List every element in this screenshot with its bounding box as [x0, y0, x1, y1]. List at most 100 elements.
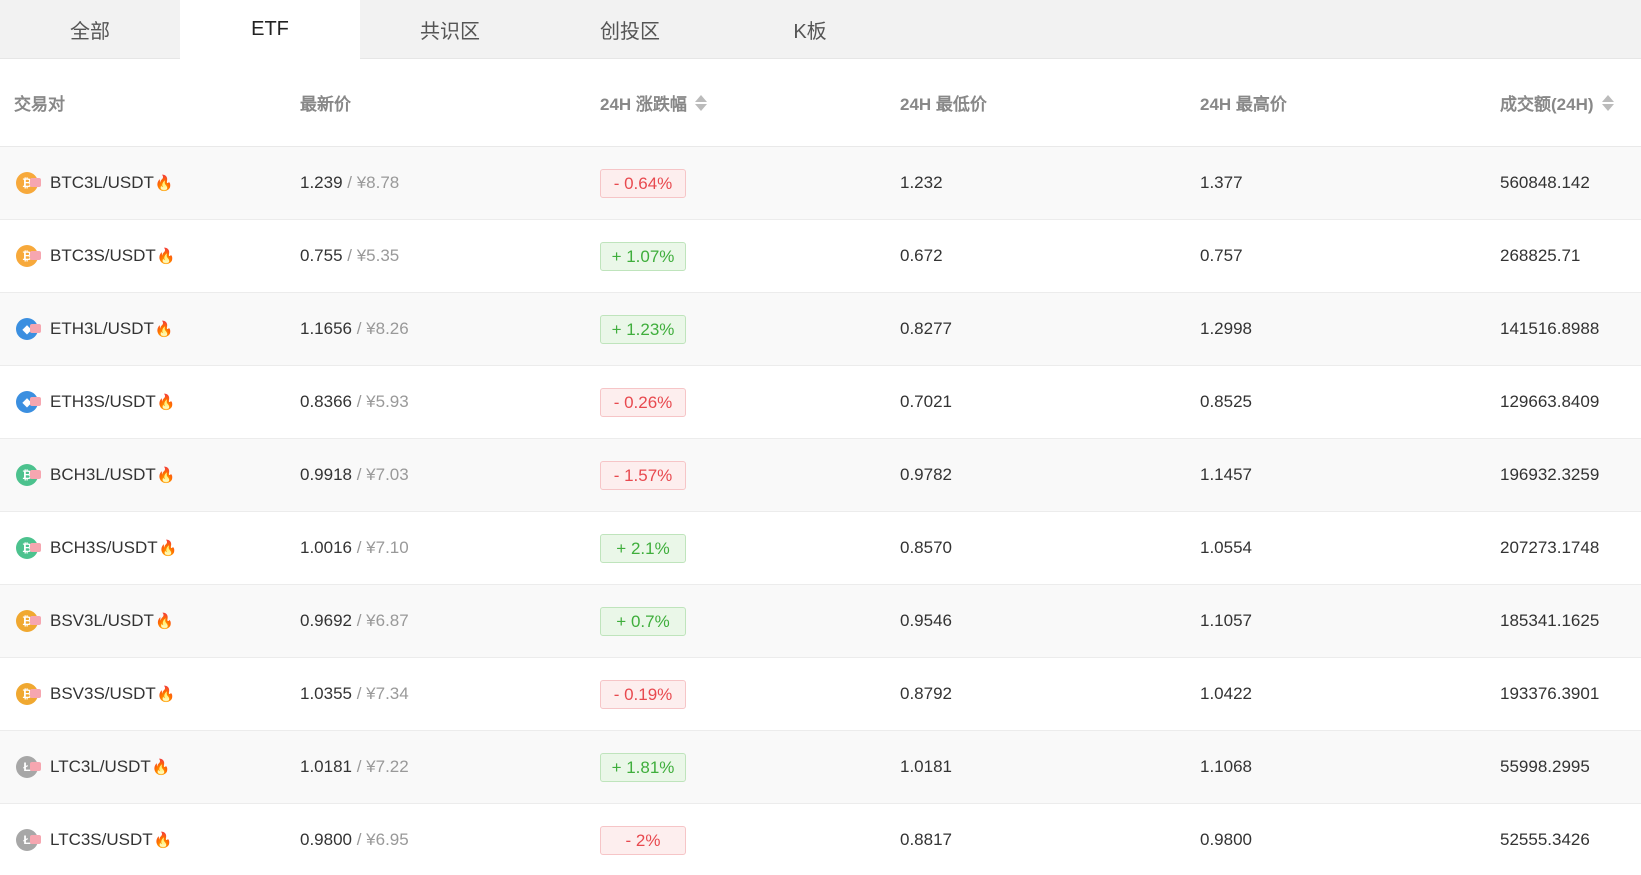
- ltc-coin-icon: Ł: [16, 829, 41, 851]
- tab-venture[interactable]: 创投区: [600, 21, 660, 43]
- bsv-coin-icon: ₿: [16, 683, 41, 705]
- cny-price: / ¥7.03: [352, 465, 409, 484]
- table-row[interactable]: ₿ BCH3L/USDT 🔥 0.9918 / ¥7.03 - 1.57% 0.9…: [0, 439, 1641, 512]
- table-row[interactable]: ₿ BTC3S/USDT 🔥 0.755 / ¥5.35 + 1.07% 0.67…: [0, 220, 1641, 293]
- last-price: 0.8366: [300, 392, 352, 411]
- high-price: 1.0554: [1200, 538, 1252, 557]
- etf-tag-icon: [30, 470, 41, 479]
- low-price: 0.9782: [900, 465, 952, 484]
- last-price: 0.9692: [300, 611, 352, 630]
- low-price: 0.8570: [900, 538, 952, 557]
- last-price: 1.1656: [300, 319, 352, 338]
- change-cell: + 0.7%: [600, 606, 900, 636]
- pair-name[interactable]: LTC3L/USDT: [50, 757, 151, 776]
- table-row[interactable]: ₿ BSV3S/USDT 🔥 1.0355 / ¥7.34 - 0.19% 0.8…: [0, 658, 1641, 731]
- last-price: 1.0016: [300, 538, 352, 557]
- price-cell: 0.9800 / ¥6.95: [300, 830, 600, 850]
- pair-name[interactable]: BTC3S/USDT: [50, 246, 156, 265]
- header-volume-label: 成交额(24H): [1500, 95, 1594, 114]
- header-high: 24H 最高价: [1200, 90, 1500, 115]
- pair-cell: Ł LTC3L/USDT 🔥: [0, 756, 300, 778]
- pair-cell: ₿ BCH3L/USDT 🔥: [0, 464, 300, 486]
- sort-icon[interactable]: [694, 94, 707, 111]
- last-price: 0.9918: [300, 465, 352, 484]
- high-price: 0.9800: [1200, 830, 1252, 849]
- change-badge: + 1.81%: [600, 752, 686, 782]
- low-price: 0.8817: [900, 830, 952, 849]
- table-row[interactable]: ₿ BTC3L/USDT 🔥 1.239 / ¥8.78 - 0.64% 1.23…: [0, 147, 1641, 220]
- header-volume[interactable]: 成交额(24H): [1500, 90, 1641, 115]
- cny-price: / ¥5.35: [342, 246, 400, 265]
- pair-name[interactable]: LTC3S/USDT: [50, 830, 153, 849]
- price-cell: 1.0355 / ¥7.34: [300, 684, 600, 704]
- last-price: 1.239: [300, 173, 343, 192]
- change-cell: - 0.19%: [600, 679, 900, 709]
- high-price: 0.757: [1200, 246, 1243, 265]
- coin-glyph: ₿: [22, 687, 32, 701]
- market-tabs: 全部 ETF 共识区 创投区 K板: [0, 0, 1641, 59]
- header-change-label: 24H 涨跌幅: [600, 95, 687, 114]
- pair-name[interactable]: BCH3S/USDT: [50, 538, 158, 557]
- pair-name[interactable]: BSV3L/USDT: [50, 611, 154, 630]
- tab-k-board[interactable]: K板: [793, 21, 827, 43]
- change-cell: - 0.26%: [600, 387, 900, 417]
- table-row[interactable]: Ł LTC3S/USDT 🔥 0.9800 / ¥6.95 - 2% 0.8817…: [0, 804, 1641, 875]
- fire-icon: 🔥: [156, 686, 176, 703]
- coin-glyph: ₿: [22, 614, 32, 628]
- volume: 55998.2995: [1500, 757, 1590, 776]
- change-cell: - 0.64%: [600, 168, 900, 198]
- low-price: 0.9546: [900, 611, 952, 630]
- table-body: ₿ BTC3L/USDT 🔥 1.239 / ¥8.78 - 0.64% 1.23…: [0, 147, 1641, 875]
- header-price: 最新价: [300, 90, 600, 115]
- etf-tag-icon: [30, 178, 41, 187]
- pair-name[interactable]: BSV3S/USDT: [50, 684, 156, 703]
- pair-name[interactable]: BTC3L/USDT: [50, 173, 154, 192]
- table-row[interactable]: ₿ BCH3S/USDT 🔥 1.0016 / ¥7.10 + 2.1% 0.85…: [0, 512, 1641, 585]
- last-price: 0.9800: [300, 830, 352, 849]
- fire-icon: 🔥: [156, 394, 176, 411]
- pair-cell: ₿ BSV3S/USDT 🔥: [0, 683, 300, 705]
- tab-etf[interactable]: ETF: [180, 0, 360, 59]
- table-row[interactable]: ₿ BSV3L/USDT 🔥 0.9692 / ¥6.87 + 0.7% 0.95…: [0, 585, 1641, 658]
- pair-name[interactable]: ETH3L/USDT: [50, 319, 154, 338]
- table-row[interactable]: Ł LTC3L/USDT 🔥 1.0181 / ¥7.22 + 1.81% 1.0…: [0, 731, 1641, 804]
- pair-cell: ◆ ETH3L/USDT 🔥: [0, 318, 300, 340]
- change-cell: + 1.23%: [600, 314, 900, 344]
- high-price: 0.8525: [1200, 392, 1252, 411]
- high-price: 1.0422: [1200, 684, 1252, 703]
- header-pair-label: 交易对: [14, 95, 65, 114]
- change-badge: - 1.57%: [600, 460, 686, 490]
- low-price: 0.672: [900, 246, 943, 265]
- fire-icon: 🔥: [156, 467, 176, 484]
- header-price-label: 最新价: [300, 95, 351, 114]
- etf-tag-icon: [30, 324, 41, 333]
- high-price: 1.1068: [1200, 757, 1252, 776]
- header-pair: 交易对: [0, 90, 300, 115]
- coin-glyph: ₿: [22, 176, 32, 190]
- pair-name[interactable]: ETH3S/USDT: [50, 392, 156, 411]
- btc-coin-icon: ₿: [16, 245, 41, 267]
- price-cell: 1.0181 / ¥7.22: [300, 757, 600, 777]
- eth-coin-icon: ◆: [16, 318, 41, 340]
- table-row[interactable]: ◆ ETH3L/USDT 🔥 1.1656 / ¥8.26 + 1.23% 0.8…: [0, 293, 1641, 366]
- table-row[interactable]: ◆ ETH3S/USDT 🔥 0.8366 / ¥5.93 - 0.26% 0.7…: [0, 366, 1641, 439]
- tab-all[interactable]: 全部: [70, 21, 110, 43]
- coin-glyph: ◆: [22, 322, 32, 336]
- pair-name[interactable]: BCH3L/USDT: [50, 465, 156, 484]
- last-price: 0.755: [300, 246, 343, 265]
- last-price: 1.0181: [300, 757, 352, 776]
- table-header: 交易对 最新价 24H 涨跌幅 24H 最低价 24H 最高价 成交额(24H): [0, 59, 1641, 147]
- header-change[interactable]: 24H 涨跌幅: [600, 90, 900, 115]
- price-cell: 1.1656 / ¥8.26: [300, 319, 600, 339]
- cny-price: / ¥6.87: [352, 611, 409, 630]
- etf-tag-icon: [30, 762, 41, 771]
- tab-consensus[interactable]: 共识区: [420, 21, 480, 43]
- change-badge: - 0.26%: [600, 387, 686, 417]
- price-cell: 0.9918 / ¥7.03: [300, 465, 600, 485]
- header-low-label: 24H 最低价: [900, 95, 987, 114]
- sort-icon[interactable]: [1601, 94, 1614, 111]
- fire-icon: 🔥: [156, 248, 176, 265]
- change-cell: + 1.81%: [600, 752, 900, 782]
- pair-cell: ₿ BTC3L/USDT 🔥: [0, 172, 300, 194]
- cny-price: / ¥8.26: [352, 319, 409, 338]
